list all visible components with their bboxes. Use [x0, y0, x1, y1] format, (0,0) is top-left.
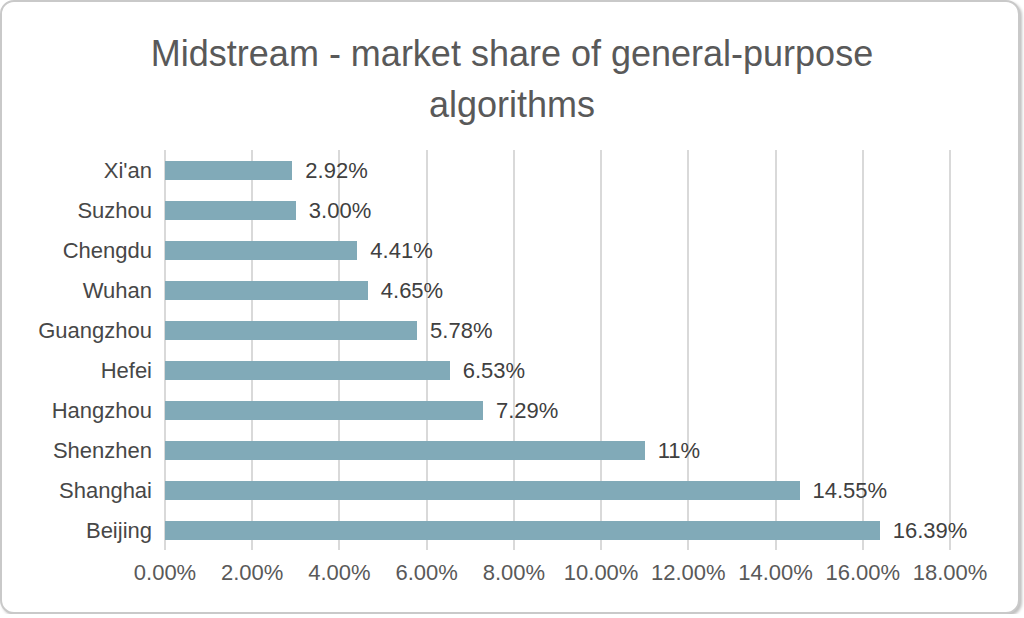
category-label: Hefei	[2, 358, 152, 384]
category-label: Shanghai	[2, 478, 152, 504]
x-tick-label: 6.00%	[395, 560, 457, 586]
gridline	[949, 150, 951, 550]
bar-value-label: 2.92%	[305, 158, 367, 184]
bar-value-label: 4.41%	[370, 238, 432, 264]
x-tick-label: 14.00%	[738, 560, 813, 586]
category-label: Chengdu	[2, 238, 152, 264]
plot-area: 2.92% 3.00% 4.41% 4.65% 5.78% 6.53% 7.29% 11% 14…	[165, 150, 950, 550]
bar	[165, 441, 645, 460]
bar-value-label: 4.65%	[381, 278, 443, 304]
bar-value-label: 11%	[658, 438, 700, 464]
category-label: Hangzhou	[2, 398, 152, 424]
x-tick-label: 10.00%	[564, 560, 639, 586]
bar-value-label: 3.00%	[309, 198, 371, 224]
bar	[165, 281, 368, 300]
x-tick-label: 8.00%	[483, 560, 545, 586]
bar-value-label: 7.29%	[496, 398, 558, 424]
x-tick-label: 18.00%	[913, 560, 988, 586]
bar-value-label: 5.78%	[430, 318, 492, 344]
x-tick-label: 16.00%	[825, 560, 900, 586]
category-label: Beijing	[2, 518, 152, 544]
category-label: Guangzhou	[2, 318, 152, 344]
chart-title: Midstream - market share of general-purp…	[112, 28, 912, 130]
bar	[165, 521, 880, 540]
bar-value-label: 16.39%	[893, 518, 968, 544]
bar	[165, 401, 483, 420]
bar-value-label: 14.55%	[813, 478, 888, 504]
bar	[165, 241, 357, 260]
bar	[165, 361, 450, 380]
bar	[165, 321, 417, 340]
x-tick-label: 4.00%	[308, 560, 370, 586]
x-tick-label: 2.00%	[221, 560, 283, 586]
category-label: Xi'an	[2, 158, 152, 184]
bar	[165, 161, 292, 180]
category-label: Wuhan	[2, 278, 152, 304]
chart-frame: Midstream - market share of general-purp…	[0, 0, 1020, 614]
x-tick-label: 0.00%	[134, 560, 196, 586]
category-label: Shenzhen	[2, 438, 152, 464]
bar	[165, 481, 800, 500]
bar	[165, 201, 296, 220]
category-label: Suzhou	[2, 198, 152, 224]
x-tick-label: 12.00%	[651, 560, 726, 586]
bar-value-label: 6.53%	[463, 358, 525, 384]
